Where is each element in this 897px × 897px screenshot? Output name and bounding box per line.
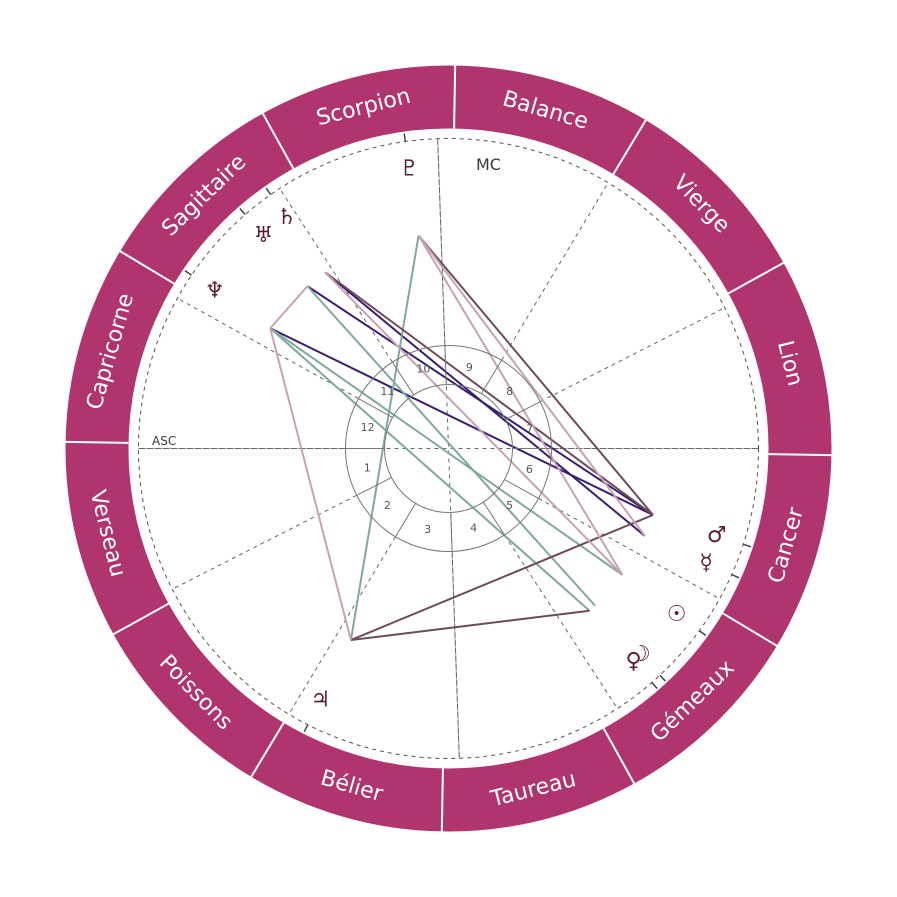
aspect-line-saturn-mars <box>324 271 654 516</box>
aspect-line-pluto-mars <box>417 234 654 516</box>
house-number: 3 <box>424 523 431 536</box>
house-number: 5 <box>506 499 513 512</box>
pluto-tick <box>403 133 407 142</box>
zodiac-band <box>65 65 832 832</box>
sign-divider <box>65 440 129 444</box>
neptune-glyph: ♆ <box>205 278 225 303</box>
house-cusp-line <box>437 138 446 346</box>
sign-divider <box>250 722 285 778</box>
aspect-line-uranus-neptune <box>269 285 309 329</box>
venus-tick <box>651 681 658 689</box>
house-divider <box>358 398 393 418</box>
house-cusp-line <box>177 297 359 400</box>
house-cusp-line <box>504 534 618 709</box>
uranus-glyph: ♅ <box>254 223 274 248</box>
house-cusp-line <box>501 182 609 361</box>
aspect-line-saturn-sun <box>324 271 624 576</box>
sign-divider <box>453 65 457 129</box>
house-divider <box>395 503 416 538</box>
uranus-tick <box>239 208 246 216</box>
sun-glyph: ☉ <box>667 602 687 627</box>
house-lines <box>138 138 759 759</box>
asc-label: ASC <box>152 434 176 448</box>
house-number: 4 <box>470 522 477 535</box>
sign-divider <box>768 453 832 457</box>
house-number: 9 <box>466 361 473 374</box>
neptune-tick <box>184 270 192 276</box>
aspect-line-neptune-jupiter <box>269 328 352 641</box>
house-number: 11 <box>380 385 394 398</box>
house-cusp-line <box>172 494 357 590</box>
house-number: 1 <box>364 461 371 474</box>
sign-divider <box>113 602 170 636</box>
sign-divider <box>612 119 647 175</box>
sun-tick <box>698 630 707 637</box>
house-number: 8 <box>506 385 513 398</box>
aspect-line-saturn-mercury <box>324 271 646 537</box>
jupiter-tick <box>303 724 309 733</box>
sign-divider <box>261 113 295 170</box>
house-cusp-line <box>288 536 396 715</box>
house-number: 6 <box>526 463 533 476</box>
house-cusp-line <box>279 188 393 363</box>
sign-divider <box>722 612 778 647</box>
venus-glyph: ♀ <box>625 649 641 674</box>
house-number: 7 <box>526 423 533 436</box>
mars-tick <box>743 543 752 548</box>
house-divider <box>391 361 415 396</box>
sign-divider <box>119 250 175 285</box>
house-cusp-line <box>538 497 720 600</box>
mars-glyph: ♂ <box>707 523 727 548</box>
house-divider <box>356 477 392 496</box>
saturn-tick <box>265 187 272 195</box>
house-cusp-line <box>451 551 460 759</box>
planet-glyphs: ♇ ♄♅ ♆ ♂ ☿ ☉ ♀☽ ♃ <box>184 133 752 733</box>
jupiter-glyph: ♃ <box>311 687 331 712</box>
house-divider <box>504 479 539 499</box>
house-number: 12 <box>361 421 375 434</box>
saturn-glyph: ♄ <box>277 205 297 230</box>
house-number: 10 <box>416 362 430 375</box>
moon-glyph: ☽ <box>631 642 651 667</box>
sign-divider <box>727 261 784 295</box>
house-divider <box>444 345 447 385</box>
aspect-line-neptune-mars <box>269 327 654 516</box>
house-divider <box>482 501 506 536</box>
mercury-glyph: ☿ <box>699 551 713 576</box>
house-divider <box>481 359 502 394</box>
aspect-line-jupiter-venus <box>350 609 590 642</box>
sign-divider <box>440 768 444 832</box>
sign-divider <box>602 727 636 784</box>
house-divider <box>450 512 453 552</box>
aspect-line-pluto-mercury <box>417 234 646 537</box>
aspect-line-mars-jupiter <box>350 514 654 641</box>
angle-labels: ASC MC <box>152 155 501 448</box>
mc-label: MC <box>476 155 501 174</box>
aspect-lines <box>269 234 654 642</box>
aspect-line-pluto-sun <box>417 235 624 576</box>
aspect-line-uranus-moon <box>306 285 596 607</box>
pluto-glyph: ♇ <box>399 157 419 182</box>
moon-tick <box>659 674 666 682</box>
house-number: 2 <box>384 499 391 512</box>
aspect-line-pluto-jupiter <box>349 235 420 641</box>
mercury-tick <box>731 573 740 579</box>
aspect-line-neptune-sun <box>269 327 624 576</box>
house-divider <box>505 401 541 420</box>
house-cusp-line <box>540 307 725 403</box>
